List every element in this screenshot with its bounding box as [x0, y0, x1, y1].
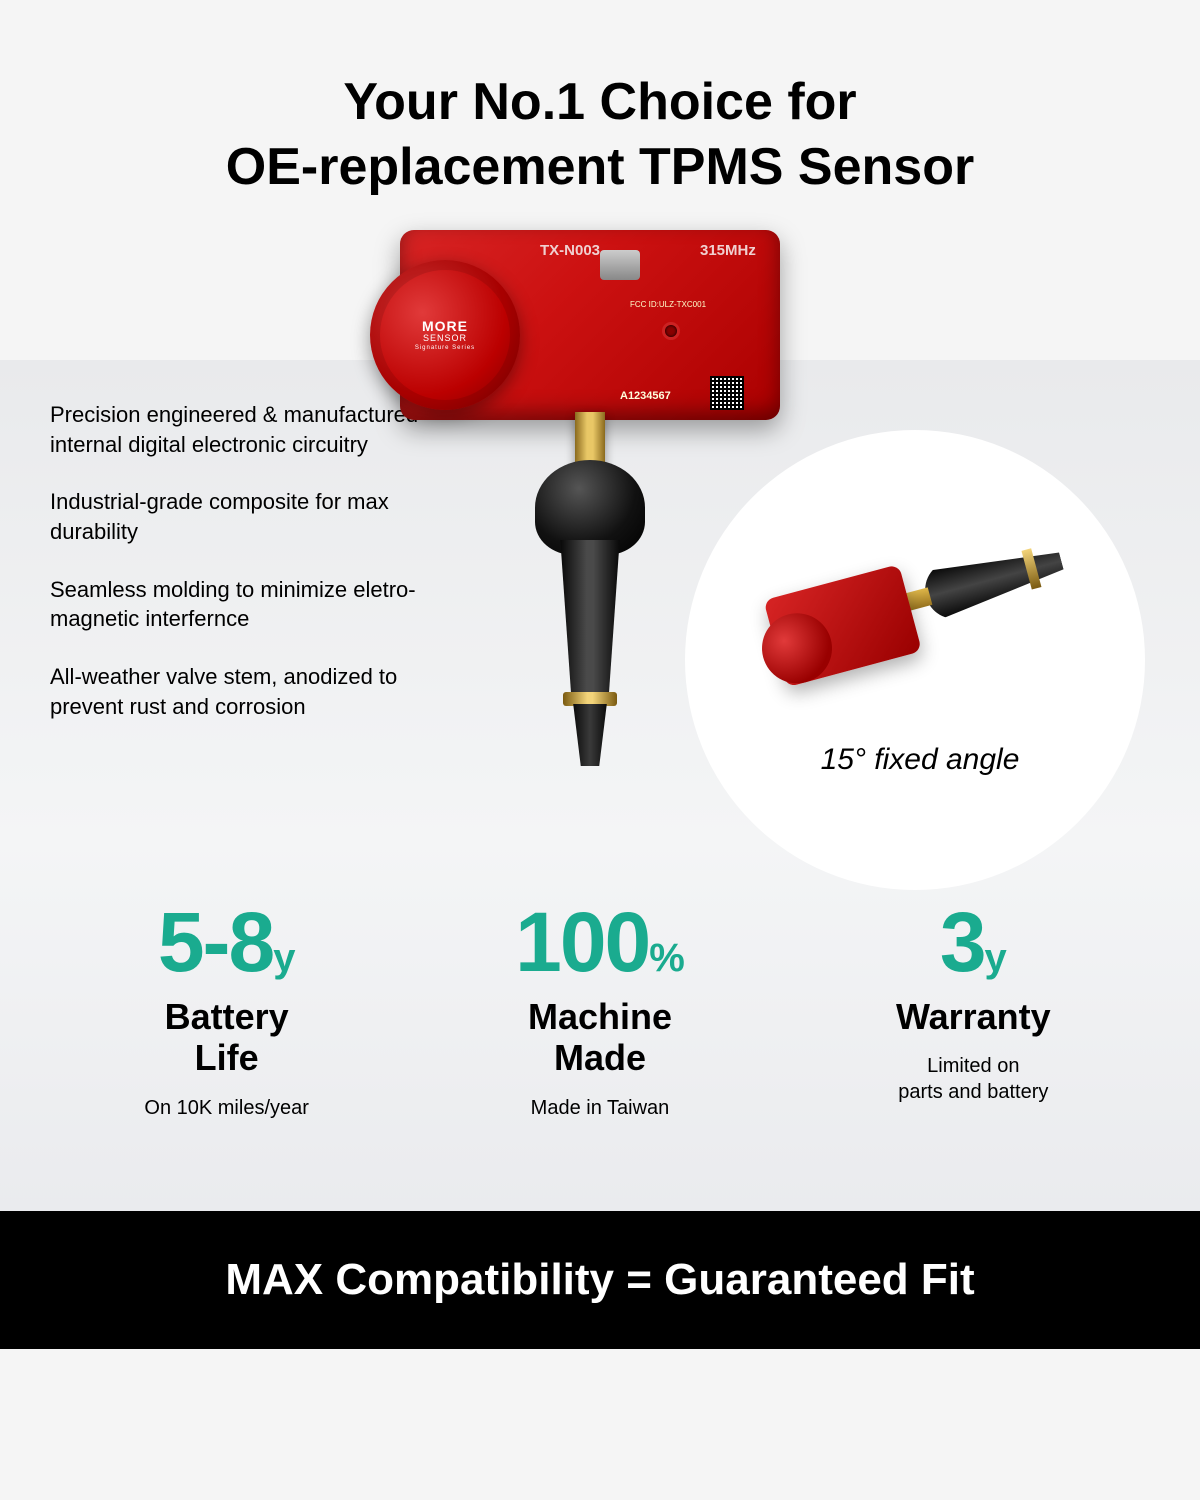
feature-item: Seamless molding to minimize eletro-magn…: [50, 575, 430, 634]
stat-label: BatteryLife: [42, 996, 412, 1079]
headline-line1: Your No.1 Choice for: [343, 73, 856, 131]
stats-row: 5-8y BatteryLife On 10K miles/year 100% …: [0, 840, 1200, 1211]
footer-banner: MAX Compatibility = Guaranteed Fit: [0, 1211, 1200, 1349]
stat-label: Warranty: [789, 996, 1159, 1037]
brand-main: MORE: [422, 319, 468, 333]
stat-sub: On 10K miles/year: [42, 1095, 412, 1121]
stat-sub: Limited on parts and battery: [789, 1053, 1159, 1105]
stat-value: 3y: [789, 900, 1159, 984]
brand-series: Signature Series: [415, 345, 475, 351]
feature-item: Precision engineered & manufactured inte…: [50, 400, 430, 459]
feature-item: All-weather valve stem, anodized to prev…: [50, 662, 430, 721]
stat-label: MachineMade: [415, 996, 785, 1079]
sensor-body-icon: TX-N003 315MHz FCC ID:ULZ-TXC001 A123456…: [400, 230, 780, 420]
hero-section: Precision engineered & manufactured inte…: [0, 200, 1200, 840]
sensor-indicator-icon: [665, 325, 677, 337]
model-label: TX-N003: [540, 242, 600, 259]
sensor-cap-icon: MORE SENSOR Signature Series: [370, 260, 520, 410]
stat-battery: 5-8y BatteryLife On 10K miles/year: [42, 900, 412, 1121]
brand-sub: SENSOR: [423, 333, 467, 343]
headline: Your No.1 Choice for OE-replacement TPMS…: [0, 70, 1200, 200]
qr-code-icon: [710, 376, 744, 410]
frequency-label: 315MHz: [700, 242, 756, 259]
stat-sub: Made in Taiwan: [415, 1095, 785, 1121]
stat-warranty: 3y Warranty Limited on parts and battery: [789, 900, 1159, 1121]
stat-value: 5-8y: [42, 900, 412, 984]
product-main-render: TX-N003 315MHz FCC ID:ULZ-TXC001 A123456…: [380, 210, 800, 790]
valve-stem-icon: [535, 460, 645, 770]
angle-caption: 15° fixed angle: [790, 740, 1050, 779]
stat-value: 100%: [415, 900, 785, 984]
feature-list: Precision engineered & manufactured inte…: [50, 400, 430, 750]
fcc-label: FCC ID:ULZ-TXC001: [630, 300, 706, 309]
feature-item: Industrial-grade composite for max durab…: [50, 487, 430, 546]
sensor-connector-icon: [600, 250, 640, 280]
stat-machine: 100% MachineMade Made in Taiwan: [415, 900, 785, 1121]
headline-line2: OE-replacement TPMS Sensor: [226, 138, 974, 196]
infographic-page: Your No.1 Choice for OE-replacement TPMS…: [0, 0, 1200, 1500]
serial-label: A1234567: [620, 390, 671, 402]
header-region: Your No.1 Choice for OE-replacement TPMS…: [0, 0, 1200, 200]
